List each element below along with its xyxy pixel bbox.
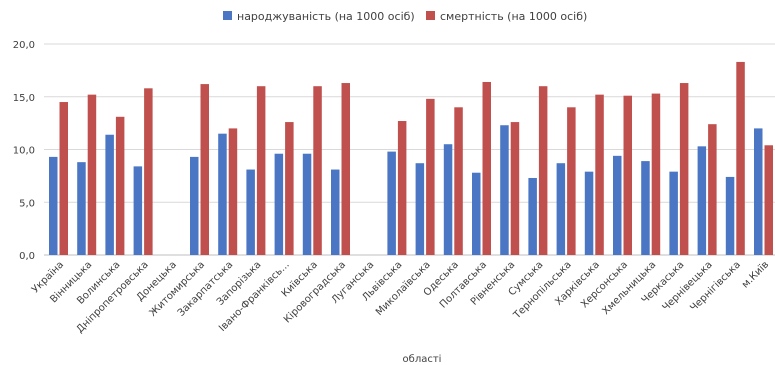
bar-deaths xyxy=(708,124,717,256)
bar-births xyxy=(584,171,594,255)
bar-deaths xyxy=(623,95,632,255)
y-axis-ticks: 0,0 5,0 10,0 15,0 20,0 xyxy=(13,40,35,262)
bar-deaths xyxy=(426,98,435,255)
bar-births xyxy=(190,156,199,255)
bar-deaths xyxy=(651,93,661,256)
x-tick-label: Чернігівська xyxy=(688,259,743,314)
bar-deaths xyxy=(87,94,97,255)
y-tick-label: 0,0 xyxy=(19,251,35,262)
bar-births xyxy=(302,153,312,255)
bar-deaths xyxy=(144,88,153,255)
bar-deaths xyxy=(595,94,604,255)
bar-deaths xyxy=(736,61,745,256)
x-axis-title: області xyxy=(403,353,442,365)
bar-deaths xyxy=(482,81,491,255)
y-tick-label: 15,0 xyxy=(13,93,35,104)
bar-births xyxy=(669,171,678,255)
bar-deaths xyxy=(764,145,773,255)
bar-deaths xyxy=(285,122,294,255)
bar-deaths xyxy=(397,121,407,255)
y-tick-label: 20,0 xyxy=(13,40,35,51)
bar-deaths xyxy=(256,86,266,255)
bar-births xyxy=(556,163,566,255)
y-tick-label: 5,0 xyxy=(19,198,35,209)
bars xyxy=(49,61,773,256)
bar-deaths xyxy=(510,122,520,255)
gridlines xyxy=(44,43,775,256)
bar-deaths xyxy=(538,86,548,255)
bar-births xyxy=(754,128,763,255)
x-tick-label: Чернівецька xyxy=(660,259,715,314)
bar-births xyxy=(49,156,58,255)
y-tick-label: 10,0 xyxy=(13,146,35,157)
bar-births xyxy=(725,176,735,255)
bar-births xyxy=(472,172,481,255)
bar-births xyxy=(331,169,340,255)
bar-births xyxy=(528,177,537,255)
bar-births xyxy=(274,153,284,255)
bar-births xyxy=(246,169,255,255)
bar-births xyxy=(77,162,86,255)
bar-births xyxy=(500,125,509,255)
legend-swatch-deaths xyxy=(426,11,435,20)
legend-swatch-births xyxy=(223,11,232,20)
bar-births xyxy=(613,155,622,255)
bar-deaths xyxy=(341,83,350,255)
bar-deaths xyxy=(567,107,576,255)
bar-deaths xyxy=(454,107,463,255)
bar-deaths xyxy=(679,83,689,255)
bar-births xyxy=(387,151,396,255)
legend-label-deaths: смертність (на 1000 осіб) xyxy=(440,10,587,23)
legend-label-births: народжуваність (на 1000 осіб) xyxy=(237,10,415,23)
bar-births xyxy=(105,134,114,255)
bar-births xyxy=(218,133,227,255)
legend: народжуваність (на 1000 осіб) смертність… xyxy=(223,10,587,23)
bar-deaths xyxy=(115,116,125,255)
bar-deaths xyxy=(313,86,322,255)
bar-births xyxy=(443,144,453,255)
x-axis-labels: УкраїнаВінницькаВолинськаДніпропетровськ… xyxy=(30,259,771,336)
bar-deaths xyxy=(200,84,209,255)
bar-births xyxy=(133,166,143,255)
bar-deaths xyxy=(59,102,68,256)
bar-births xyxy=(641,161,650,255)
bar-births xyxy=(697,146,707,255)
bar-births xyxy=(415,163,425,255)
bar-deaths xyxy=(228,128,238,255)
x-tick-label: м.Київ xyxy=(740,259,771,290)
